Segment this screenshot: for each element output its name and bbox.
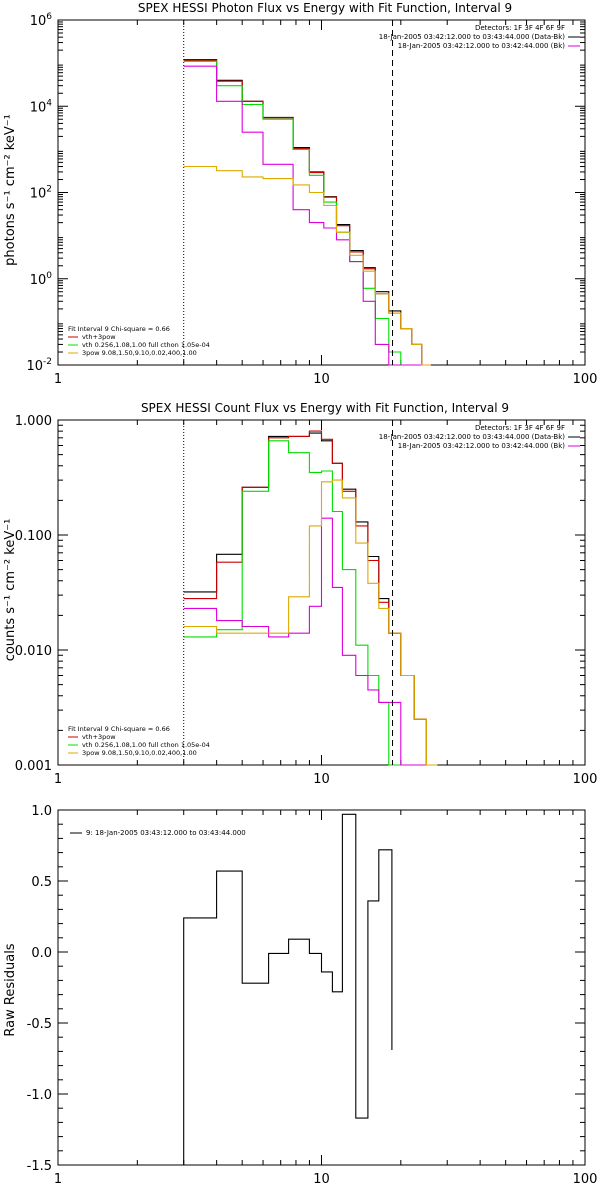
series-line xyxy=(183,440,438,766)
y-tick-label: 10-2 xyxy=(26,357,52,374)
y-tick-label: 0.100 xyxy=(15,529,52,544)
series-line xyxy=(183,60,431,366)
series-line xyxy=(183,430,438,766)
series-line xyxy=(183,59,431,366)
y-tick-label: 0.010 xyxy=(15,644,52,659)
y-tick-label: -1.5 xyxy=(27,1159,52,1174)
legend-entry: Fit Interval 9 Chi-square = 0.66 xyxy=(68,325,170,333)
legend-entry: Fit Interval 9 Chi-square = 0.66 xyxy=(68,725,170,733)
y-axis-label: photons s⁻¹ cm⁻² keV⁻¹ xyxy=(3,114,18,266)
y-axis-label: counts s⁻¹ cm⁻² keV⁻¹ xyxy=(3,519,18,662)
y-tick-label: 1.0 xyxy=(31,804,52,819)
legend-entry: 9: 18-Jan-2005 03:43:12.000 to 03:43:44.… xyxy=(86,829,246,837)
legend-entry: 3pow 9.08,1.50,9.10,0.02,400,1.00 xyxy=(82,749,197,757)
y-tick-label: 0.0 xyxy=(31,946,52,961)
legend-entry: vth+3pow xyxy=(82,333,116,341)
series-line xyxy=(183,813,393,1165)
series-group xyxy=(183,430,438,766)
y-axis-label: Raw Residuals xyxy=(3,943,18,1036)
y-tick-label: -0.5 xyxy=(27,1017,52,1032)
series-group xyxy=(183,813,393,1165)
legend-entry: vth 0.256,1.08,1.00 full cthon 1.05e-04 xyxy=(82,741,210,749)
x-tick-label: 1 xyxy=(54,372,62,387)
panel-residuals: Raw Residuals 1 10 100 -1.5 -1.0 -0.5 0.0 0.5 1.… xyxy=(3,804,597,1187)
y-tick-label: -1.0 xyxy=(27,1088,52,1103)
series-line xyxy=(183,432,438,766)
legend-entry: 18-Jan-2005 03:42:12.000 to 03:43:44.000… xyxy=(379,433,566,441)
x-tick-label: 1 xyxy=(54,1172,62,1187)
y-tick-label: 0.001 xyxy=(15,759,52,774)
series-line xyxy=(183,165,431,366)
series-line xyxy=(183,479,438,766)
series-line xyxy=(183,59,431,366)
legend-entry: 18-Jan-2005 03:42:12.000 to 03:42:44.000… xyxy=(398,42,566,50)
y-tick-label: 106 xyxy=(30,12,53,29)
series-line xyxy=(183,65,431,366)
legend-entry: Detectors: 1F 3F 4F 6F 9F xyxy=(475,24,565,32)
legend-entry: 3pow 9.08,1.50,9.10,0.02,400,1.00 xyxy=(82,349,197,357)
legend-entry: 18-Jan-2005 03:42:12.000 to 03:42:44.000… xyxy=(398,442,566,450)
x-tick-label: 10 xyxy=(313,1172,330,1187)
legend-entry: vth 0.256,1.08,1.00 full cthon 1.05e-04 xyxy=(82,341,210,349)
x-tick-label: 10 xyxy=(313,372,330,387)
series-group xyxy=(183,59,431,366)
x-tick-label: 10 xyxy=(313,772,330,787)
y-tick-label: 102 xyxy=(30,185,52,202)
panel-title: SPEX HESSI Photon Flux vs Energy with Fi… xyxy=(138,1,512,15)
series-line xyxy=(183,517,438,766)
panel-count-flux: SPEX HESSI Count Flux vs Energy with Fit… xyxy=(3,401,597,787)
y-tick-label: 104 xyxy=(30,98,53,115)
x-tick-label: 100 xyxy=(573,772,598,787)
legend-entry: Detectors: 1F 3F 4F 6F 9F xyxy=(475,424,565,432)
y-tick-label: 0.5 xyxy=(31,875,52,890)
panel-photon-flux: SPEX HESSI Photon Flux vs Energy with Fi… xyxy=(3,1,597,387)
x-tick-label: 100 xyxy=(573,372,598,387)
plot-frame xyxy=(57,809,586,1166)
legend-entry: vth+3pow xyxy=(82,733,116,741)
panel-title: SPEX HESSI Count Flux vs Energy with Fit… xyxy=(141,401,509,415)
legend-entry: 18-Jan-2005 03:42:12.000 to 03:43:44.000… xyxy=(379,33,566,41)
x-tick-label: 100 xyxy=(573,1172,598,1187)
x-tick-label: 1 xyxy=(54,772,62,787)
y-tick-label: 1.000 xyxy=(15,414,52,429)
y-tick-label: 100 xyxy=(30,271,53,288)
